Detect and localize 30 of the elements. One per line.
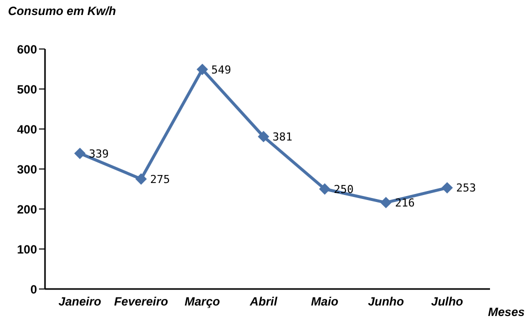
y-tick-label: 400: [16, 122, 38, 136]
x-tick-label: Fevereiro: [114, 294, 168, 309]
x-tick-label: Junho: [368, 294, 404, 309]
point: [258, 131, 270, 142]
y-tick-label: 0: [30, 282, 38, 296]
x-tick-label: Janeiro: [58, 294, 102, 309]
data-label: 339: [88, 147, 109, 160]
point: [196, 64, 208, 75]
point: [442, 182, 453, 194]
point: [380, 197, 392, 208]
x-tick-label: Abril: [248, 294, 278, 309]
data-label: 275: [150, 172, 170, 186]
point: [74, 148, 86, 159]
x-axis-title: Meses: [488, 305, 525, 319]
data-label: 250: [334, 182, 354, 196]
data-label: 549: [211, 63, 232, 76]
y-tick-label: 200: [16, 202, 38, 216]
x-tick-label: Julho: [431, 294, 464, 309]
data-label: 216: [394, 196, 415, 210]
y-tick-label: 600: [16, 42, 38, 56]
point: [136, 174, 147, 184]
y-tick-label: 300: [16, 162, 38, 176]
point: [319, 184, 330, 194]
y-tick-label: 500: [16, 82, 38, 96]
x-tick-label: Março: [184, 294, 220, 309]
y-tick-label: 100: [16, 242, 38, 256]
x-tick-label: Maio: [311, 294, 338, 309]
data-label: 253: [456, 182, 476, 195]
y-axis-title: Consumo em Kw/h: [8, 4, 116, 18]
data-label: 381: [272, 130, 292, 144]
